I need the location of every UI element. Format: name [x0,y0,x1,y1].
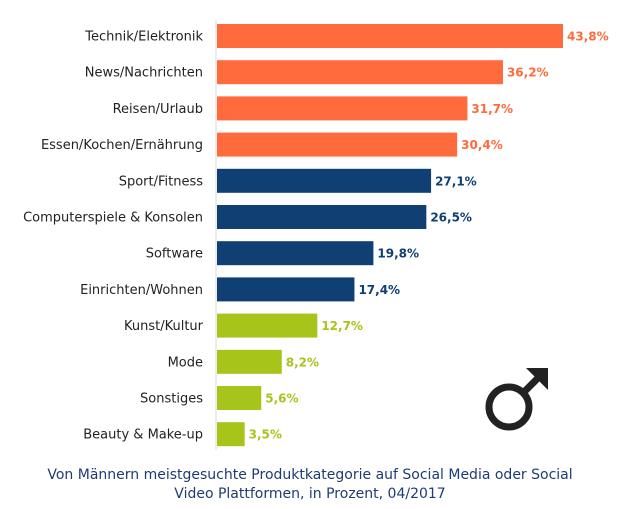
bar-9 [217,313,318,338]
bar-3 [217,96,468,121]
bar-11 [217,386,262,410]
category-label: Sport/Fitness [119,174,204,189]
male-symbol-icon [485,368,548,431]
category-label: Software [146,247,203,262]
chart-caption: Von Männern meistgesuchte Produktkategor… [0,466,620,504]
bar-1 [217,24,563,48]
bar-7 [217,241,374,266]
category-label: Kunst/Kultur [124,319,204,334]
value-label: 36,2% [507,66,549,80]
bar-chart: Technik/Elektronik 43,8% News/Nachrichten 3… [23,20,609,450]
value-label: 8,2% [286,355,319,369]
category-label: Computerspiele & Konsolen [23,211,203,226]
value-label: 17,4% [358,283,400,297]
category-label: Essen/Kochen/Ernährung [41,138,203,153]
value-label: 31,7% [471,102,513,116]
value-label: 27,1% [435,174,477,188]
bar-12 [217,422,245,447]
value-label: 12,7% [321,319,363,333]
value-label: 43,8% [567,30,609,44]
value-label: 19,8% [377,247,419,261]
caption-line-1: Von Männern meistgesuchte Produktkategor… [47,467,573,483]
value-label: 30,4% [461,138,503,152]
category-label: Einrichten/Wohnen [80,283,203,298]
bar-5 [217,168,432,193]
caption-line-2: Video Plattformen, in Prozent, 04/2017 [174,486,446,502]
bar-6 [217,205,427,229]
bar-4 [217,132,458,157]
bar-8 [217,277,355,302]
category-label: Mode [168,355,203,370]
value-label: 3,5% [249,428,282,442]
category-label: Technik/Elektronik [84,30,203,45]
value-label: 5,6% [265,392,298,406]
category-label: Beauty & Make-up [83,428,203,443]
value-label: 26,5% [430,211,472,225]
category-label: Sonstiges [140,392,203,407]
bar-10 [217,349,282,374]
category-label: News/Nachrichten [85,66,203,81]
bar-2 [217,60,503,85]
category-label: Reisen/Urlaub [113,102,203,117]
